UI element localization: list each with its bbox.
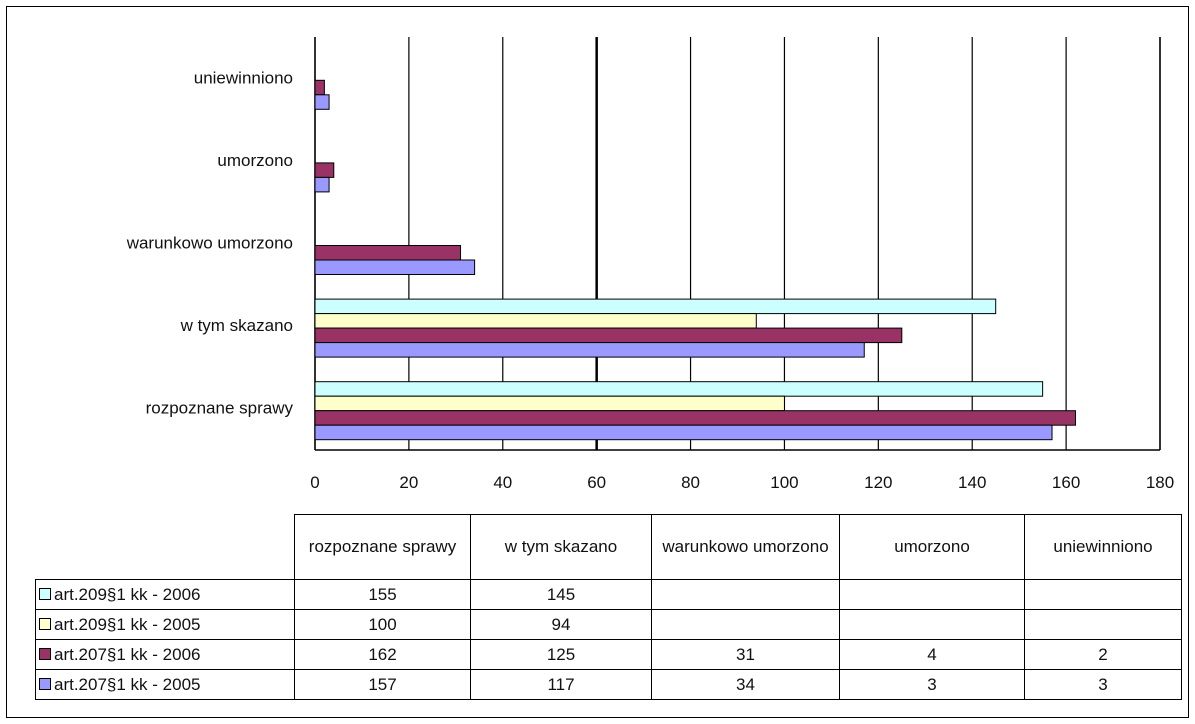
column-header: umorzono xyxy=(839,514,1025,580)
table-cell: 125 xyxy=(470,639,652,670)
table-cell: 94 xyxy=(470,609,652,640)
column-header: w tym skazano xyxy=(470,514,652,580)
table-cell: 31 xyxy=(651,639,840,670)
column-header: uniewinniono xyxy=(1024,514,1182,580)
category-label: warunkowo umorzono xyxy=(126,234,293,253)
legend-key-icon xyxy=(39,678,51,691)
table-row: art.209§1 kk - 2006 155 145 xyxy=(35,579,1182,610)
table-cell: 117 xyxy=(470,669,652,700)
legend-key-icon xyxy=(39,648,51,661)
table-cell: 4 xyxy=(839,639,1025,670)
x-tick-label: 120 xyxy=(864,473,892,492)
table-cell xyxy=(1024,579,1182,610)
bar xyxy=(314,79,325,96)
x-tick-label: 140 xyxy=(958,473,986,492)
category-label: rozpoznane sprawy xyxy=(146,399,294,418)
x-tick-label: 60 xyxy=(587,473,606,492)
series-name: art.207§1 kk - 2005 xyxy=(54,674,201,694)
table-cell: 100 xyxy=(294,609,471,640)
table-cell: 3 xyxy=(839,669,1025,700)
bar xyxy=(314,313,757,329)
bar xyxy=(314,424,1053,441)
table-cell: 162 xyxy=(294,639,471,670)
category-label: uniewinniono xyxy=(194,68,293,87)
legend-key-icon xyxy=(39,618,51,631)
table-row: art.207§1 kk - 2005 157 117 34 3 3 xyxy=(35,669,1182,700)
table-cell xyxy=(839,579,1025,610)
legend-key-icon xyxy=(39,588,51,601)
table-cell: 34 xyxy=(651,669,840,700)
bar xyxy=(314,410,1076,426)
bar-chart: 0 20 40 60 80 100 120 140 160 180 rozpoznane spraw… xyxy=(126,37,1174,492)
x-tick-label: 160 xyxy=(1052,473,1080,492)
table-cell xyxy=(651,579,840,610)
table-cell xyxy=(839,609,1025,640)
column-header: warunkowo umorzono xyxy=(651,514,840,580)
bar xyxy=(314,176,330,193)
table-corner xyxy=(35,514,295,580)
series-name: art.209§1 kk - 2006 xyxy=(54,584,201,604)
bar xyxy=(314,162,335,178)
x-tick-label: 40 xyxy=(493,473,512,492)
table-cell: 155 xyxy=(294,579,471,610)
data-table: rozpoznane sprawy w tym skazano warunkow… xyxy=(35,514,1182,700)
table-cell: 145 xyxy=(470,579,652,610)
series-legend-cell: art.207§1 kk - 2005 xyxy=(35,669,295,700)
table-row: art.207§1 kk - 2006 162 125 31 4 2 xyxy=(35,639,1182,670)
table-cell xyxy=(651,609,840,640)
series-name: art.209§1 kk - 2005 xyxy=(54,614,201,634)
bar xyxy=(314,94,330,110)
table-cell: 157 xyxy=(294,669,471,700)
x-tick-label: 100 xyxy=(770,473,798,492)
table-cell xyxy=(1024,609,1182,640)
x-tick-label: 80 xyxy=(681,473,700,492)
bar xyxy=(314,342,865,358)
table-row: art.209§1 kk - 2005 100 94 xyxy=(35,609,1182,640)
table-cell: 3 xyxy=(1024,669,1182,700)
bar xyxy=(314,259,476,275)
bar xyxy=(314,245,462,261)
bar xyxy=(314,327,903,344)
table-cell: 2 xyxy=(1024,639,1182,670)
category-label: umorzono xyxy=(217,151,293,170)
x-tick-label: 180 xyxy=(1146,473,1174,492)
column-header: rozpoznane sprawy xyxy=(294,514,471,580)
table-header-row: rozpoznane sprawy w tym skazano warunkow… xyxy=(35,514,1182,580)
bar xyxy=(314,395,785,412)
x-tick-label: 0 xyxy=(310,473,319,492)
series-name: art.207§1 kk - 2006 xyxy=(54,644,201,664)
category-label: w tym skazano xyxy=(180,316,293,335)
bar xyxy=(314,381,1044,397)
series-legend-cell: art.209§1 kk - 2006 xyxy=(35,579,295,610)
x-tick-label: 20 xyxy=(399,473,418,492)
series-legend-cell: art.209§1 kk - 2005 xyxy=(35,609,295,640)
bar xyxy=(314,298,997,315)
series-legend-cell: art.207§1 kk - 2006 xyxy=(35,639,295,670)
